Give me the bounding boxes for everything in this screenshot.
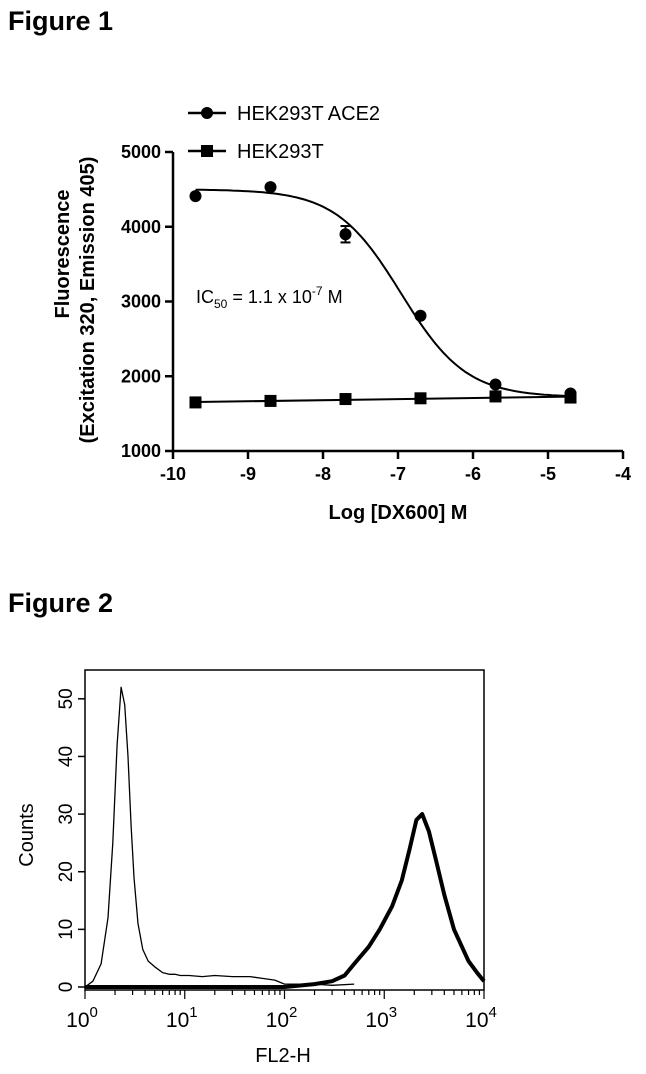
chart1-x-tick-label: -5 [540, 464, 556, 484]
chart1-legend: HEK293T ACE2 HEK293T [188, 103, 380, 163]
chart1-x-tick-label: -7 [390, 464, 406, 484]
legend-marker-square [201, 145, 213, 157]
chart1-y-tick-label: 3000 [121, 292, 161, 312]
ic50-subscript: 50 [214, 297, 228, 311]
chart1-point-ace2 [189, 190, 202, 203]
ic50-exponent: -7 [312, 284, 323, 298]
chart2-histogram-lines [84, 686, 486, 989]
chart2-x-axis-label: FL2-H [255, 1045, 311, 1067]
chart1-point-hek293t [564, 391, 577, 404]
chart1-x-axis-label: Log [DX600] M [329, 502, 468, 524]
chart2-x-tick-label: 100 [66, 1004, 98, 1032]
chart2-plot-frame [84, 669, 485, 991]
figure-2-title: Figure 2 [8, 588, 114, 618]
chart2-histogram-thin [84, 686, 355, 988]
chart1-point-ace2 [339, 228, 352, 241]
chart1-point-hek293t [339, 393, 352, 406]
chart1-y-tick-label: 1000 [121, 441, 161, 461]
chart2-x-tick-label: 104 [465, 1004, 497, 1032]
ic50-value: = 1.1 x 10 [227, 287, 312, 307]
chart2-y-tick-label: 20 [56, 861, 77, 882]
ic50-unit: M [323, 287, 343, 307]
legend-marker-circle [201, 107, 213, 119]
figure-1-title: Figure 1 [8, 6, 114, 36]
chart1-point-ace2 [264, 181, 277, 194]
chart1-x-tick-label: -10 [160, 464, 186, 484]
chart1-fit-curve-ace2 [195, 188, 571, 397]
chart1-fit-line-hek293t [195, 395, 571, 404]
chart1-point-hek293t [189, 396, 202, 409]
chart2-histogram-thick [85, 812, 486, 989]
legend-label: HEK293T [237, 141, 324, 163]
legend-label: HEK293T ACE2 [237, 103, 380, 125]
chart2-x-tick-label: 102 [266, 1004, 298, 1032]
chart2-y-tick-label: 40 [56, 746, 77, 767]
chart2-y-tick-label: 30 [56, 804, 77, 825]
chart1-point-hek293t [489, 390, 502, 403]
chart2-axes [78, 669, 485, 999]
chart2-y-tick-label: 10 [56, 919, 77, 940]
dose-response-chart: 1000 2000 3000 4000 5000 -10 -9 -8 -7 -6 -5 -4 HEK2… [52, 103, 631, 524]
chart1-fit-curves [195, 188, 571, 404]
chart1-point-ace2 [414, 309, 427, 322]
chart1-y-tick-label: 4000 [121, 217, 161, 237]
ic50-prefix: IC [196, 287, 214, 307]
chart1-x-tick-label: -6 [465, 464, 481, 484]
chart2-y-tick-label: 50 [56, 688, 77, 709]
chart1-point-hek293t [264, 394, 277, 407]
ic50-annotation: IC50 = 1.1 x 10-7 M [196, 284, 343, 311]
chart2-tick-labels: 0 10 20 30 40 50 100 101 102 103 104 [56, 688, 497, 1032]
chart1-y-tick-label: 5000 [121, 142, 161, 162]
chart1-axes [165, 150, 625, 459]
chart2-y-axis-label: Counts [16, 803, 38, 866]
chart1-x-tick-label: -8 [315, 464, 331, 484]
chart2-y-tick-label: 0 [56, 982, 77, 993]
chart1-x-tick-label: -9 [240, 464, 256, 484]
chart2-x-tick-label: 103 [365, 1004, 397, 1032]
chart1-data-marks [189, 181, 577, 409]
chart1-x-tick-label: -4 [615, 464, 631, 484]
chart1-y-tick-label: 2000 [121, 366, 161, 386]
chart1-point-hek293t [414, 392, 427, 405]
chart2-x-tick-label: 101 [166, 1004, 198, 1032]
chart1-y-axis-label-line1: Fluorescence [52, 190, 74, 319]
chart1-point-ace2 [489, 378, 502, 391]
chart1-y-axis-label-line2: (Excitation 320, Emission 405) [77, 157, 99, 444]
chart1-tick-labels: 1000 2000 3000 4000 5000 -10 -9 -8 -7 -6 -5 -4 [121, 142, 631, 484]
